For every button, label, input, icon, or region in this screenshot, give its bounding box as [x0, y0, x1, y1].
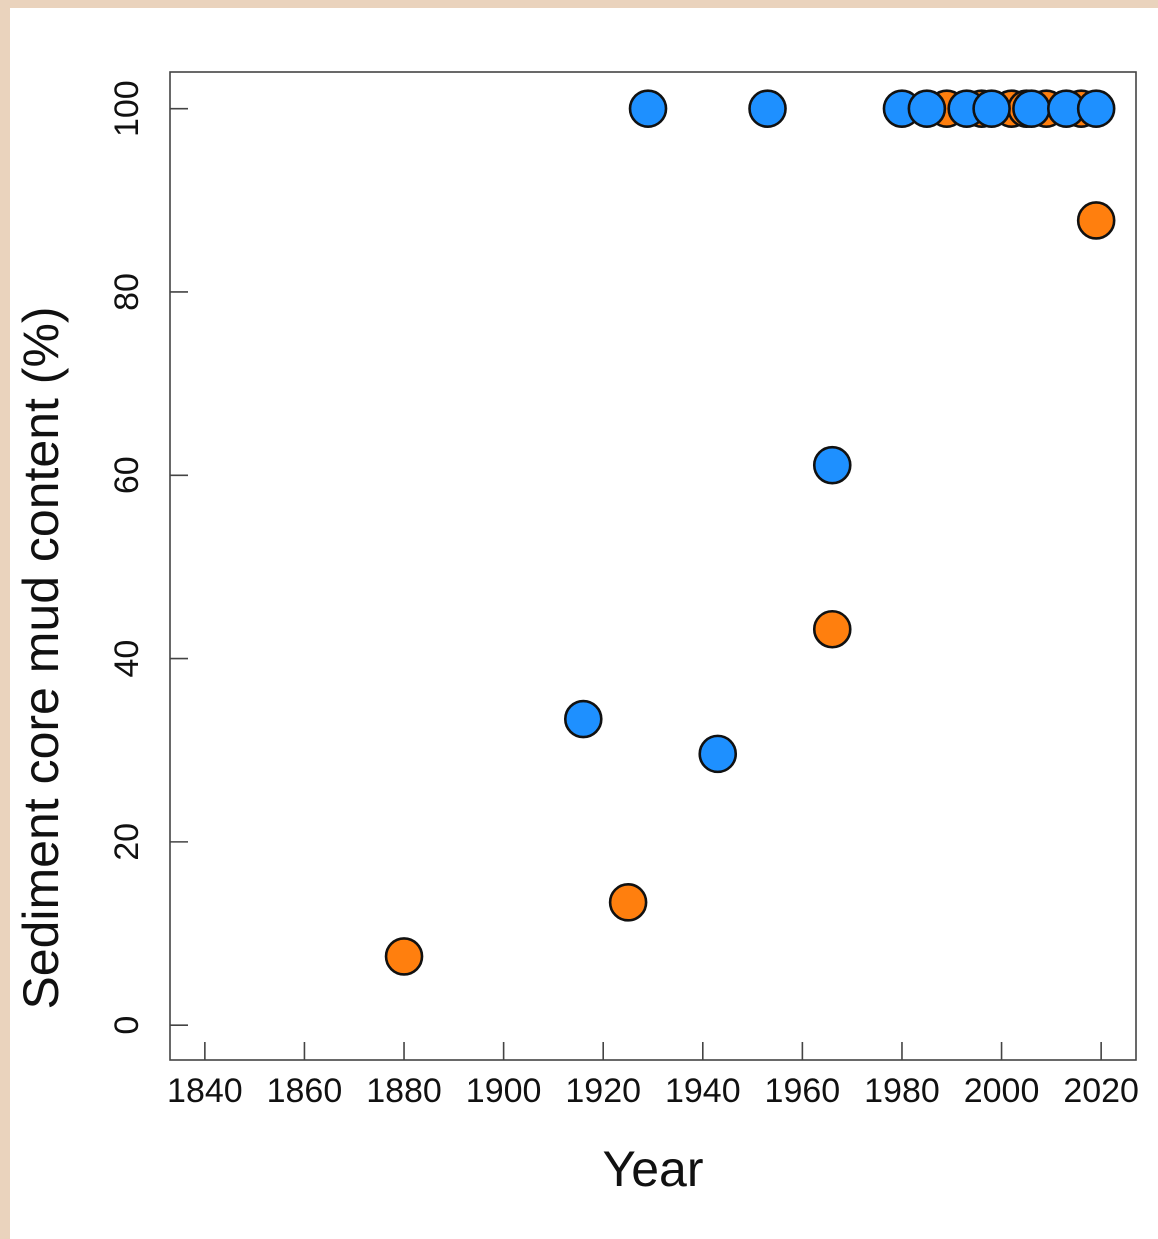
data-point-series-2 — [563, 699, 603, 739]
x-tick-label: 1900 — [466, 1072, 542, 1110]
data-points — [384, 89, 1116, 976]
data-point-series-1 — [1076, 201, 1116, 240]
y-axis-title: Sediment core mud content (%) — [13, 306, 69, 1009]
data-point-series-1 — [384, 937, 424, 976]
y-tick-label: 100 — [108, 80, 146, 137]
data-point-series-2 — [812, 445, 852, 485]
x-tick-label: 2020 — [1063, 1072, 1139, 1110]
y-tick-label: 0 — [108, 1016, 146, 1035]
x-tick-label: 1960 — [765, 1072, 841, 1110]
data-point-series-2 — [748, 89, 787, 128]
x-tick-label: 2000 — [964, 1072, 1040, 1110]
x-tick-label: 1880 — [366, 1072, 442, 1110]
y-axis: 0 20 40 60 80 100 — [108, 80, 188, 1035]
chart-panel — [10, 8, 1158, 1239]
data-point-series-2 — [628, 89, 668, 128]
plot-frame — [169, 71, 1137, 1061]
x-tick-label: 1980 — [864, 1072, 940, 1110]
data-point-series-2 — [698, 734, 738, 774]
x-tick-label: 1860 — [267, 1072, 343, 1110]
x-tick-label: 1920 — [565, 1072, 641, 1110]
data-point-series-2 — [972, 89, 1011, 128]
x-axis: 1840 1860 1880 1900 1920 1940 1960 1980 2000 2020 — [167, 1042, 1139, 1110]
x-tick-label: 1940 — [665, 1072, 741, 1110]
data-point-series-1 — [608, 883, 648, 922]
x-axis-title: Year — [602, 1141, 703, 1197]
y-tick-label: 40 — [108, 640, 146, 678]
data-point-series-2 — [907, 89, 947, 128]
data-point-series-2 — [1012, 89, 1051, 128]
data-point-series-2 — [1076, 89, 1116, 128]
y-tick-label: 80 — [108, 273, 146, 311]
x-tick-label: 1840 — [167, 1072, 243, 1110]
y-tick-label: 20 — [108, 823, 146, 861]
data-point-series-1 — [812, 609, 852, 649]
y-tick-label: 60 — [108, 456, 146, 494]
